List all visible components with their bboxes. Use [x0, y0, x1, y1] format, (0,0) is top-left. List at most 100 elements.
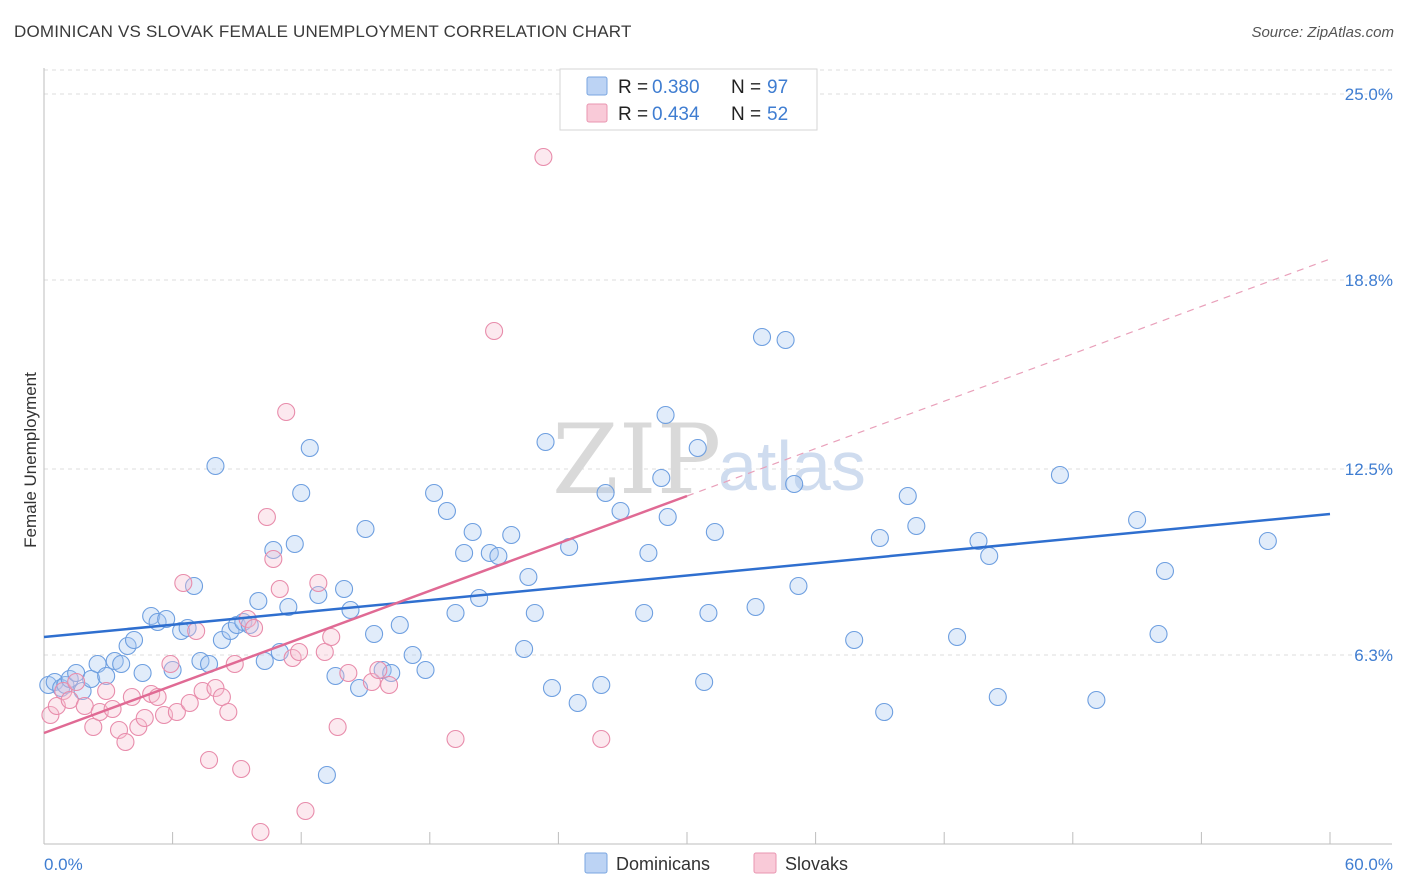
dominican-point-50: [416, 660, 435, 680]
dominican-point-79: [746, 597, 765, 617]
bottom-legend: Dominicans Slovaks: [584, 852, 848, 874]
slovak-point-18: [161, 654, 180, 674]
dominican-point-93: [1050, 465, 1069, 485]
dominican-point-84: [845, 630, 864, 650]
slovak-point-50: [534, 147, 553, 167]
dominican-point-96: [1149, 624, 1168, 644]
source-label: Source: ZipAtlas.com: [1251, 24, 1394, 41]
slovak-point-5: [75, 696, 94, 716]
legend-swatch-dominicans: [586, 76, 608, 96]
dominican-point-85: [870, 528, 889, 548]
slovak-trend-extension: [686, 258, 1331, 497]
slovak-point-26: [212, 687, 231, 707]
slovak-point-36: [277, 402, 296, 422]
legend-n-value-1: 52: [767, 104, 788, 125]
dominican-point-80: [752, 327, 772, 347]
dominican-point-21: [184, 576, 204, 596]
dominican-point-76: [695, 672, 714, 692]
y-tick-label-2: 18.8%: [1345, 271, 1393, 290]
dominican-point-82: [785, 474, 804, 494]
legend-r-value-0: 0.380: [652, 77, 700, 98]
slovak-point-38: [290, 642, 309, 662]
slovak-point-14: [135, 708, 154, 728]
dominican-point-81: [776, 330, 795, 350]
slovak-point-3: [60, 690, 79, 710]
legend-r-value-1: 0.434: [652, 104, 700, 125]
dominican-point-75: [688, 438, 707, 458]
dominican-point-94: [1087, 690, 1106, 710]
bottom-legend-swatch-slovaks: [753, 852, 777, 874]
bottom-legend-slovaks: Slovaks: [785, 854, 848, 874]
dominican-point-17: [157, 609, 176, 629]
dominican-point-97: [1155, 561, 1175, 581]
dominican-point-73: [656, 405, 675, 425]
dominican-point-61: [519, 567, 538, 587]
dominican-point-91: [980, 546, 999, 566]
bottom-legend-dominicans: Dominicans: [616, 854, 710, 874]
dominican-point-64: [542, 678, 562, 698]
slovak-point-34: [264, 549, 283, 569]
dominican-point-35: [285, 534, 304, 554]
dominican-point-77: [699, 603, 718, 623]
dominican-point-60: [515, 639, 534, 659]
slovak-point-39: [296, 801, 315, 821]
dominican-point-69: [611, 501, 630, 521]
slovak-point-47: [380, 675, 399, 695]
slovak-point-0: [41, 705, 60, 725]
trend-lines: [43, 258, 1331, 735]
slovak-point-11: [116, 732, 135, 752]
slovak-point-27: [219, 702, 238, 722]
dominican-point-87: [898, 486, 917, 506]
dominican-point-52: [437, 501, 456, 521]
dominican-point-68: [596, 483, 615, 503]
dominican-point-37: [300, 438, 319, 458]
dominican-point-9: [97, 666, 116, 686]
dominican-point-89: [948, 627, 967, 647]
dominican-point-42: [341, 600, 360, 620]
dominican-point-90: [969, 531, 988, 551]
slovak-point-4: [67, 672, 86, 692]
dominican-point-98: [1258, 531, 1277, 551]
dominican-point-55: [463, 522, 482, 542]
y-tick-label-3: 25.0%: [1345, 85, 1393, 104]
dominican-point-45: [365, 624, 384, 644]
dominican-point-36: [292, 483, 311, 503]
data-points: [39, 147, 1277, 842]
slovak-point-35: [270, 579, 289, 599]
slovak-point-33: [257, 507, 276, 527]
legend: R = 0.380 N = 97 R = 0.434 N = 52: [559, 68, 818, 131]
watermark-zip: ZIP: [552, 404, 721, 516]
chart-title: DOMINICAN VS SLOVAK FEMALE UNEMPLOYMENT …: [14, 22, 632, 41]
watermark-atlas: atlas: [718, 427, 866, 505]
dominican-point-59: [502, 525, 521, 545]
slovak-point-49: [485, 321, 504, 341]
dominican-point-14: [133, 663, 152, 683]
dominican-point-83: [789, 576, 808, 596]
dominican-point-41: [335, 579, 354, 599]
legend-r-label-1: R =: [618, 104, 648, 125]
dominican-point-30: [249, 591, 268, 611]
slovak-point-22: [187, 621, 206, 641]
legend-n-label-1: N =: [731, 104, 761, 125]
slovak-point-6: [84, 717, 103, 737]
slovak-point-29: [232, 759, 251, 779]
slovak-point-13: [129, 717, 148, 737]
slovak-point-46: [369, 660, 388, 680]
dominican-point-53: [446, 603, 465, 623]
dominican-point-49: [403, 645, 422, 665]
dominican-point-11: [112, 654, 131, 674]
dominican-point-34: [279, 597, 298, 617]
slovak-point-25: [206, 678, 225, 698]
dominican-point-71: [639, 543, 658, 563]
dominican-point-74: [658, 507, 677, 527]
dominican-point-66: [568, 693, 587, 713]
dominican-point-62: [525, 603, 544, 623]
dominican-point-92: [988, 687, 1007, 707]
dominican-point-48: [390, 615, 409, 635]
y-axis-label: Female Unemployment: [21, 372, 40, 548]
slovak-point-48: [446, 729, 465, 749]
dominican-point-78: [705, 522, 724, 542]
dominican-point-70: [635, 603, 654, 623]
dominican-point-7: [82, 669, 101, 689]
